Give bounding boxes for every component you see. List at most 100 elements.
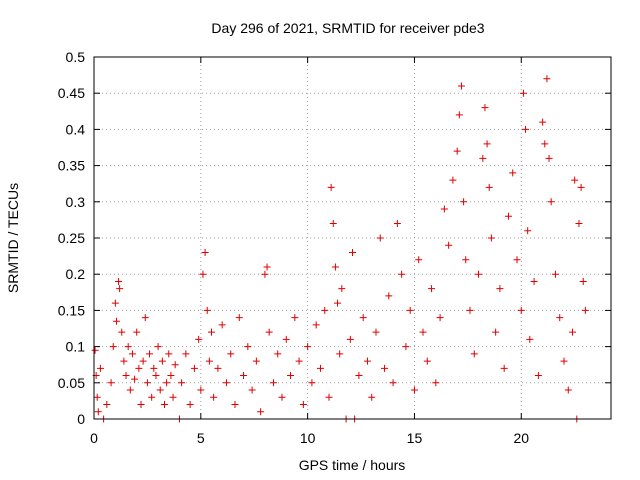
data-point [571, 176, 579, 184]
data-point [455, 111, 463, 119]
data-point [131, 375, 139, 383]
data-point [504, 212, 512, 220]
data-point [475, 270, 483, 278]
x-tick-label: 15 [407, 430, 423, 446]
x-tick-label: 0 [90, 430, 98, 446]
data-point [205, 357, 213, 365]
data-point [248, 386, 256, 394]
data-point [163, 379, 171, 387]
data-point [492, 328, 500, 336]
data-point [577, 183, 585, 191]
data-point [197, 386, 205, 394]
data-point [222, 379, 230, 387]
data-point [109, 343, 117, 351]
data-point [509, 169, 517, 177]
data-point [423, 357, 431, 365]
data-point [487, 234, 495, 242]
data-point [135, 364, 143, 372]
data-point [428, 285, 436, 293]
data-point [154, 343, 162, 351]
data-point [282, 335, 290, 343]
data-point [231, 401, 239, 409]
data-point [124, 343, 132, 351]
data-point [208, 328, 215, 336]
data-point [257, 408, 265, 416]
data-point [214, 364, 222, 372]
axes: 0 0.05 0.1 0.15 0.2 0.25 0.3 0.35 0.4 0.45 0.5 0 5 10… [58, 49, 611, 446]
data-point [201, 248, 209, 256]
plot-frame [93, 56, 612, 420]
y-tick-label: 0.3 [66, 194, 86, 210]
data-point [274, 350, 282, 358]
data-point [338, 285, 346, 293]
y-tick-label: 0.15 [58, 302, 85, 318]
data-point [321, 306, 329, 314]
y-tick-label: 0.1 [66, 339, 86, 355]
data-point [295, 357, 303, 365]
data-point [336, 350, 344, 358]
data-point [112, 317, 120, 325]
data-point [359, 314, 367, 322]
y-tick-label: 0.4 [66, 121, 86, 137]
data-point [171, 361, 179, 369]
data-point [227, 350, 235, 358]
data-point [440, 205, 448, 213]
data-point [325, 393, 333, 401]
data-point [436, 314, 444, 322]
data-point [265, 328, 273, 336]
data-point [182, 350, 190, 358]
data-point [304, 343, 312, 351]
data-point [111, 299, 119, 307]
data-point [481, 104, 489, 112]
data-point [372, 328, 380, 336]
data-point [543, 75, 551, 83]
data-point [457, 82, 465, 90]
data-point [118, 328, 126, 336]
data-point [203, 306, 211, 314]
data-point [381, 364, 389, 372]
data-point [186, 401, 194, 409]
y-tick-label: 0.5 [66, 49, 86, 65]
data-point [327, 183, 335, 191]
data-point [462, 256, 470, 264]
y-tick-label: 0 [77, 411, 85, 427]
data-point [406, 306, 414, 314]
data-point [541, 140, 549, 148]
data-point [355, 372, 363, 380]
data-point [460, 198, 468, 206]
data-point [530, 277, 538, 285]
x-tick-label: 20 [513, 430, 529, 446]
data-point [545, 154, 553, 162]
data-point [466, 306, 474, 314]
grid [94, 57, 611, 419]
data-point [329, 220, 337, 228]
data-point [445, 241, 453, 249]
data-point [143, 379, 151, 387]
data-point [161, 401, 168, 409]
data-point [551, 270, 559, 278]
data-point [500, 364, 508, 372]
data-point [581, 306, 589, 314]
data-point [287, 372, 295, 380]
data-point [156, 386, 164, 394]
data-point [410, 386, 418, 394]
data-point [148, 393, 156, 401]
data-point [107, 379, 115, 387]
data-point [96, 364, 104, 372]
data-point [526, 335, 534, 343]
data-point [556, 314, 564, 322]
data-point [169, 393, 177, 401]
data-point [522, 125, 530, 133]
data-point [368, 393, 376, 401]
data-point [513, 256, 521, 264]
data-point [139, 357, 147, 365]
data-point [560, 357, 568, 365]
data-point [178, 379, 186, 387]
data-point [485, 183, 493, 191]
data-point [376, 234, 384, 242]
data-point [496, 285, 504, 293]
data-point [415, 256, 423, 264]
data-point [308, 379, 316, 387]
data-point [115, 277, 123, 285]
x-tick-label: 5 [197, 430, 205, 446]
